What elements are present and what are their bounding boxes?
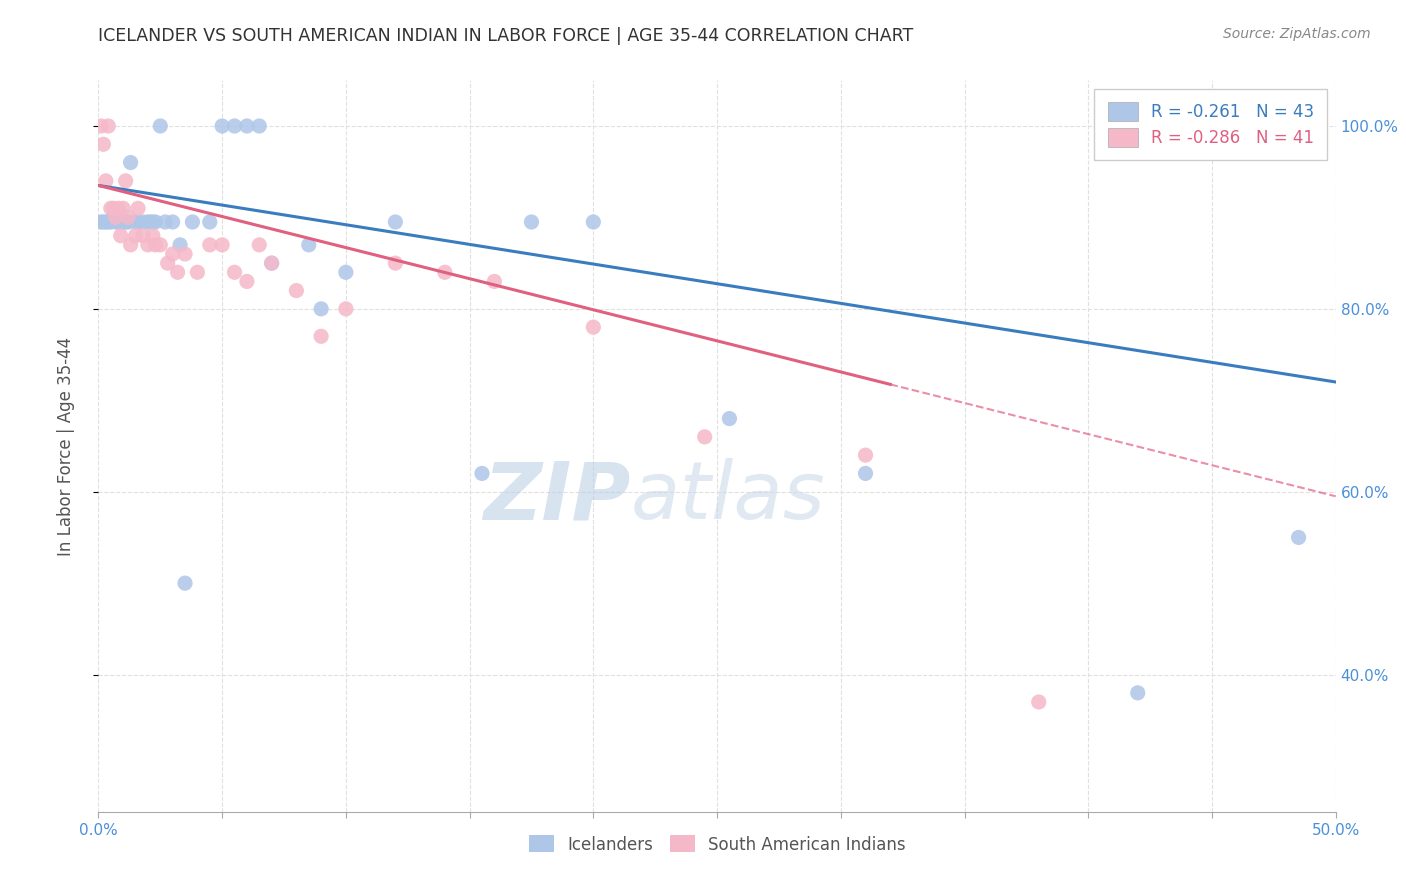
Point bbox=[100, 201, 122, 215]
Point bbox=[224, 265, 246, 279]
Point bbox=[110, 228, 132, 243]
Point bbox=[247, 238, 270, 252]
Point bbox=[1126, 686, 1149, 700]
Point bbox=[236, 275, 259, 289]
Point bbox=[100, 215, 122, 229]
Point bbox=[433, 265, 456, 279]
Point bbox=[582, 215, 605, 229]
Point bbox=[127, 215, 149, 229]
Point bbox=[124, 228, 146, 243]
Point bbox=[298, 238, 321, 252]
Point bbox=[309, 329, 332, 343]
Point bbox=[142, 215, 165, 229]
Point bbox=[132, 215, 155, 229]
Point bbox=[211, 119, 233, 133]
Point bbox=[112, 215, 135, 229]
Text: atlas: atlas bbox=[630, 458, 825, 536]
Point bbox=[285, 284, 308, 298]
Point bbox=[110, 215, 132, 229]
Point bbox=[211, 238, 233, 252]
Point bbox=[104, 211, 127, 225]
Point bbox=[117, 211, 139, 225]
Point bbox=[309, 301, 332, 316]
Point bbox=[124, 215, 146, 229]
Text: ZIP: ZIP bbox=[484, 458, 630, 536]
Point bbox=[169, 238, 191, 252]
Point bbox=[103, 201, 125, 215]
Point bbox=[260, 256, 283, 270]
Point bbox=[94, 174, 117, 188]
Point bbox=[117, 215, 139, 229]
Point bbox=[484, 275, 506, 289]
Point bbox=[114, 174, 136, 188]
Point bbox=[112, 201, 135, 215]
Point bbox=[97, 215, 120, 229]
Point bbox=[582, 320, 605, 334]
Point bbox=[114, 215, 136, 229]
Point bbox=[136, 215, 159, 229]
Point bbox=[162, 215, 184, 229]
Point bbox=[174, 576, 197, 591]
Point bbox=[93, 137, 115, 152]
Text: ICELANDER VS SOUTH AMERICAN INDIAN IN LABOR FORCE | AGE 35-44 CORRELATION CHART: ICELANDER VS SOUTH AMERICAN INDIAN IN LA… bbox=[98, 27, 914, 45]
Legend: Icelanders, South American Indians: Icelanders, South American Indians bbox=[520, 827, 914, 862]
Point bbox=[107, 201, 129, 215]
Point bbox=[94, 215, 117, 229]
Point bbox=[143, 238, 166, 252]
Point bbox=[384, 215, 406, 229]
Point bbox=[127, 201, 149, 215]
Point bbox=[335, 265, 357, 279]
Point bbox=[120, 155, 142, 169]
Point bbox=[335, 301, 357, 316]
Point bbox=[166, 265, 188, 279]
Point bbox=[97, 119, 120, 133]
Point bbox=[155, 215, 177, 229]
Point bbox=[260, 256, 283, 270]
Point bbox=[104, 215, 127, 229]
Point bbox=[186, 265, 208, 279]
Point bbox=[520, 215, 543, 229]
Point bbox=[132, 228, 155, 243]
Point bbox=[120, 238, 142, 252]
Point bbox=[718, 411, 741, 425]
Point bbox=[471, 467, 494, 481]
Point bbox=[149, 238, 172, 252]
Point bbox=[693, 430, 716, 444]
Point bbox=[142, 228, 165, 243]
Point bbox=[1288, 530, 1310, 544]
Text: Source: ZipAtlas.com: Source: ZipAtlas.com bbox=[1223, 27, 1371, 41]
Point bbox=[93, 215, 115, 229]
Point bbox=[1028, 695, 1050, 709]
Point bbox=[90, 215, 112, 229]
Point bbox=[181, 215, 204, 229]
Point bbox=[236, 119, 259, 133]
Point bbox=[198, 215, 221, 229]
Point bbox=[384, 256, 406, 270]
Point bbox=[136, 238, 159, 252]
Point bbox=[156, 256, 179, 270]
Point bbox=[224, 119, 246, 133]
Point bbox=[139, 215, 162, 229]
Point bbox=[198, 238, 221, 252]
Point bbox=[247, 119, 270, 133]
Point bbox=[855, 448, 877, 462]
Point bbox=[174, 247, 197, 261]
Point bbox=[103, 211, 125, 225]
Point bbox=[90, 119, 112, 133]
Point bbox=[143, 215, 166, 229]
Point bbox=[107, 215, 129, 229]
Point bbox=[149, 119, 172, 133]
Point bbox=[855, 467, 877, 481]
Y-axis label: In Labor Force | Age 35-44: In Labor Force | Age 35-44 bbox=[56, 336, 75, 556]
Point bbox=[162, 247, 184, 261]
